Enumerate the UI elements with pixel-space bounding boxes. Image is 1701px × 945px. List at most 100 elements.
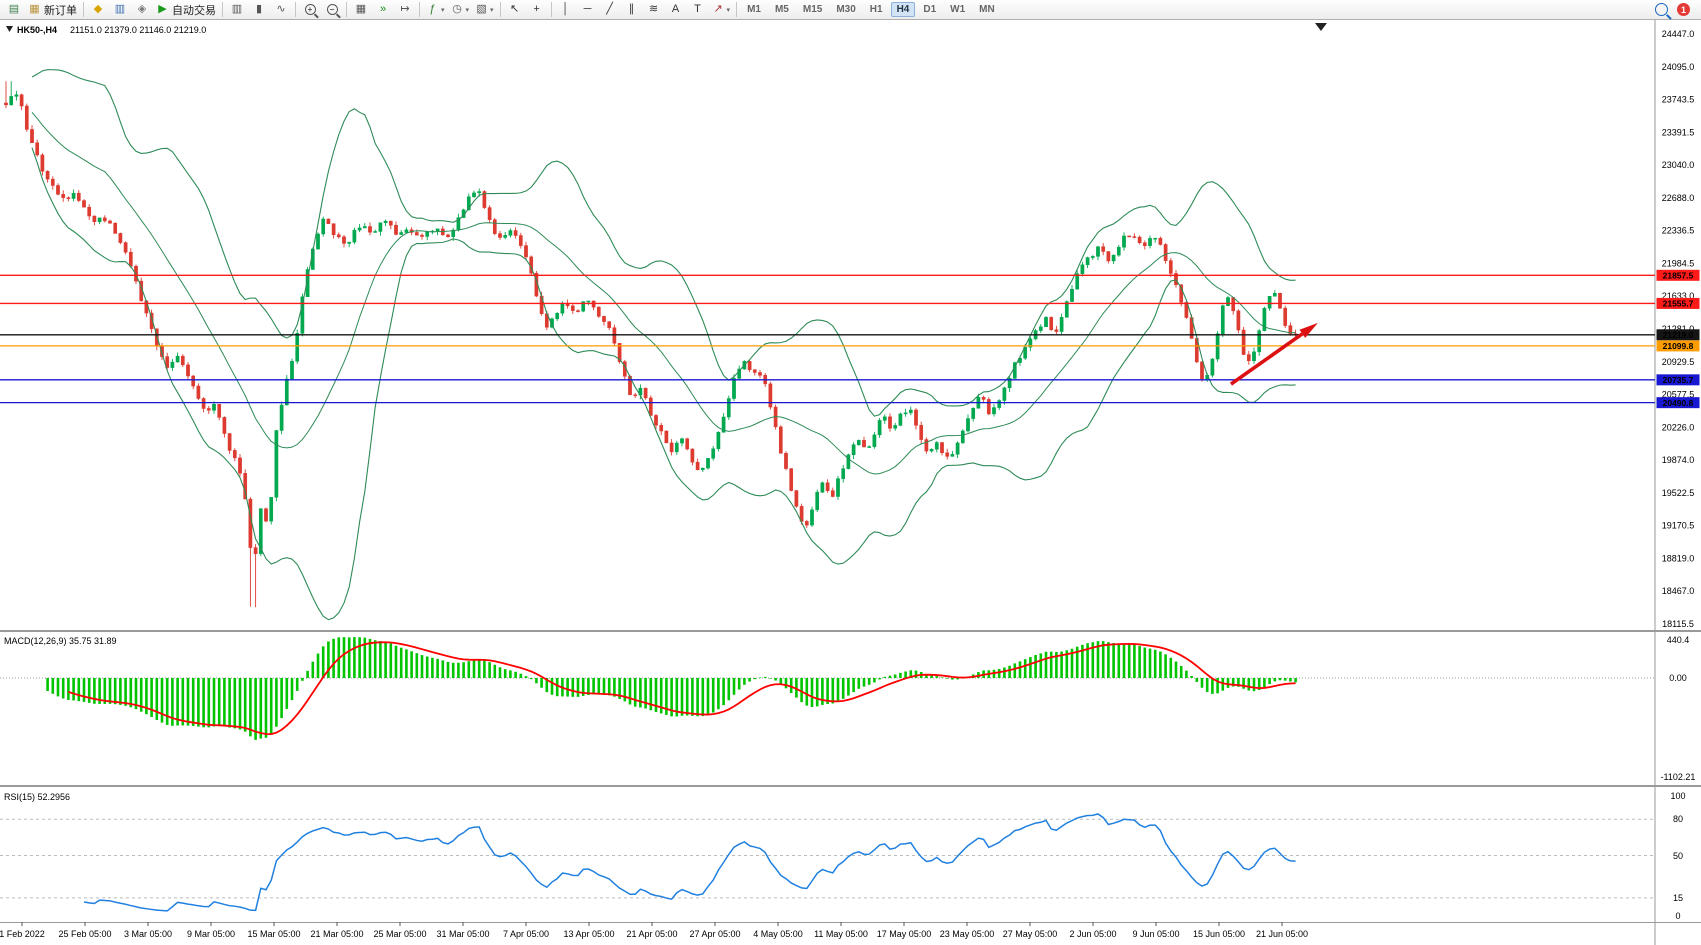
candlestick-chart-button[interactable]: ▮ <box>249 1 269 18</box>
trendline-button[interactable]: ╱ <box>600 1 620 18</box>
zoom-out-button-icon: − <box>326 4 338 15</box>
new-chart-icon: ▤ <box>8 3 20 15</box>
zoom-in-button[interactable]: + <box>300 1 320 18</box>
new-order-icon: ▦ <box>29 3 40 15</box>
chart-shift-button[interactable]: ↦ <box>395 1 415 18</box>
price-axis[interactable]: 24447.0 24095.0 23743.5 23391.5 23040.0 22688… <box>1662 29 1695 629</box>
toolbar-separator <box>736 2 738 17</box>
timeframe-button-m15[interactable]: M15 <box>802 4 823 15</box>
zoom-out-button-sign: − <box>329 5 335 14</box>
toolbar-separator <box>83 2 84 17</box>
metaeditor-button[interactable]: ◆ <box>88 1 108 18</box>
time-axis[interactable]: 1 Feb 2022 25 Feb 05:00 3 Mar 05:00 9 Mar 0… <box>0 922 1308 939</box>
timeframe-button-mn[interactable]: MN <box>979 4 995 15</box>
time-tick-label: 21 Jun 05:00 <box>1256 929 1308 939</box>
chart-canvas[interactable]: 24447.0 24095.0 23743.5 23391.5 23040.0 22688… <box>0 20 1701 945</box>
time-tick-label: 1 Feb 2022 <box>0 929 45 939</box>
time-tick-label: 21 Mar 05:00 <box>310 929 363 939</box>
cursor-icon: ↖ <box>509 3 520 15</box>
crosshair-button[interactable]: + <box>527 1 547 18</box>
timeframe-button-h4[interactable]: H4 <box>890 2 916 17</box>
auto-scroll-button[interactable]: » <box>373 1 393 18</box>
price-tick-label: 18115.5 <box>1662 619 1694 629</box>
timeframe-button-m5[interactable]: M5 <box>774 4 789 15</box>
text-icon: A <box>671 3 680 15</box>
time-tick-label: 11 May 05:00 <box>814 929 868 939</box>
macd-panel <box>0 637 1655 740</box>
timeframe-button-h1[interactable]: H1 <box>869 4 883 15</box>
arrows-icon: ↗ <box>713 3 723 15</box>
trend-arrow[interactable] <box>1229 322 1318 386</box>
rsi-line <box>83 813 1296 912</box>
price-tick-label: 24447.0 <box>1662 29 1695 39</box>
metaeditor-icon: ◆ <box>93 3 103 15</box>
timeframe-button-w1[interactable]: W1 <box>950 4 966 15</box>
timeframe-button-m1[interactable]: M1 <box>747 4 761 15</box>
navigator-icon: ◈ <box>137 3 147 15</box>
new-order-button-label: 新订单 <box>44 4 77 17</box>
periods-button[interactable]: ◷ ▾ <box>449 1 472 18</box>
vertical-line-button[interactable]: │ <box>556 1 576 18</box>
search-icon[interactable] <box>1655 3 1668 16</box>
text-button[interactable]: A <box>666 1 686 18</box>
price-tag-20490.8: 20490.8 <box>1656 397 1700 409</box>
toolbar-separator <box>295 2 296 17</box>
price-tag-label: 21099.8 <box>1663 341 1694 351</box>
trendline-icon: ╱ <box>606 3 613 15</box>
price-tag-label: 21219.0 <box>1663 330 1694 340</box>
time-tick-label: 25 Mar 05:00 <box>373 929 426 939</box>
equidistant-channel-button[interactable]: ∥ <box>622 1 642 18</box>
notification-badge[interactable]: 1 <box>1677 3 1690 16</box>
bar-chart-button[interactable]: ▥ <box>227 1 247 18</box>
tile-windows-icon: ▦ <box>355 3 367 15</box>
timeframe-button-d1[interactable]: D1 <box>923 4 937 15</box>
templates-button[interactable]: ▧ ▾ <box>473 1 496 18</box>
symbol-dropdown-icon[interactable] <box>6 26 13 32</box>
toolbar-right: 1 <box>1655 3 1698 16</box>
horizontal-line-button[interactable]: ─ <box>578 1 598 18</box>
ohlc-readout: 21151.0 21379.0 21146.0 21219.0 <box>70 25 206 35</box>
fibonacci-icon: ≋ <box>648 3 659 15</box>
zoom-out-button[interactable]: − <box>322 1 342 18</box>
line-chart-button[interactable]: ∿ <box>271 1 291 18</box>
periods-icon: ◷ <box>452 3 462 15</box>
macd-axis-zero: 0.00 <box>1669 673 1687 683</box>
time-tick-label: 27 May 05:00 <box>1003 929 1058 939</box>
price-tick-label: 20929.5 <box>1662 357 1695 367</box>
toolbar-separator <box>222 2 223 17</box>
time-tick-label: 27 Apr 05:00 <box>689 929 740 939</box>
panel-separator-macd[interactable] <box>0 630 1701 632</box>
time-tick-label: 15 Jun 05:00 <box>1193 929 1245 939</box>
indicators-button[interactable]: ƒ ▾ <box>424 1 447 18</box>
tile-windows-button[interactable]: ▦ <box>351 1 371 18</box>
price-tick-label: 20577.5 <box>1662 390 1695 400</box>
time-tick-label: 25 Feb 05:00 <box>58 929 111 939</box>
toolbar-separator <box>346 2 347 17</box>
bollinger-middle-band <box>31 112 1296 475</box>
chart-background <box>0 20 1701 945</box>
bollinger-lower-band <box>31 147 1296 621</box>
templates-icon: ▧ <box>476 3 487 15</box>
fibonacci-button[interactable]: ≋ <box>644 1 664 18</box>
last-bar-marker-icon <box>1315 23 1327 31</box>
autotrading-button[interactable]: ▶ 自动交易 <box>154 1 218 18</box>
cursor-button[interactable]: ↖ <box>505 1 525 18</box>
crosshair-icon: + <box>533 3 540 15</box>
price-tag-21857.5: 21857.5 <box>1656 269 1700 281</box>
macd-axis-max: 440.4 <box>1667 635 1690 645</box>
rsi-axis-50: 50 <box>1673 851 1683 861</box>
label-button[interactable]: T <box>688 1 708 18</box>
timeframe-button-m30[interactable]: M30 <box>836 4 856 15</box>
price-tick-label: 20226.0 <box>1662 422 1695 432</box>
time-tick-label: 21 Apr 05:00 <box>626 929 677 939</box>
terminal-button[interactable]: ▥ <box>110 1 130 18</box>
new-chart-button[interactable]: ▤ <box>4 1 24 18</box>
arrows-button[interactable]: ↗ ▾ <box>710 1 733 18</box>
panel-separator-rsi[interactable] <box>0 785 1701 787</box>
horizontal-line-icon: ─ <box>583 3 592 15</box>
price-tag-label: 20735.7 <box>1663 375 1694 385</box>
navigator-button[interactable]: ◈ <box>132 1 152 18</box>
rsi-label: RSI(15) 52.2956 <box>4 792 70 802</box>
new-order-button[interactable]: ▦ 新订单 <box>26 1 79 18</box>
